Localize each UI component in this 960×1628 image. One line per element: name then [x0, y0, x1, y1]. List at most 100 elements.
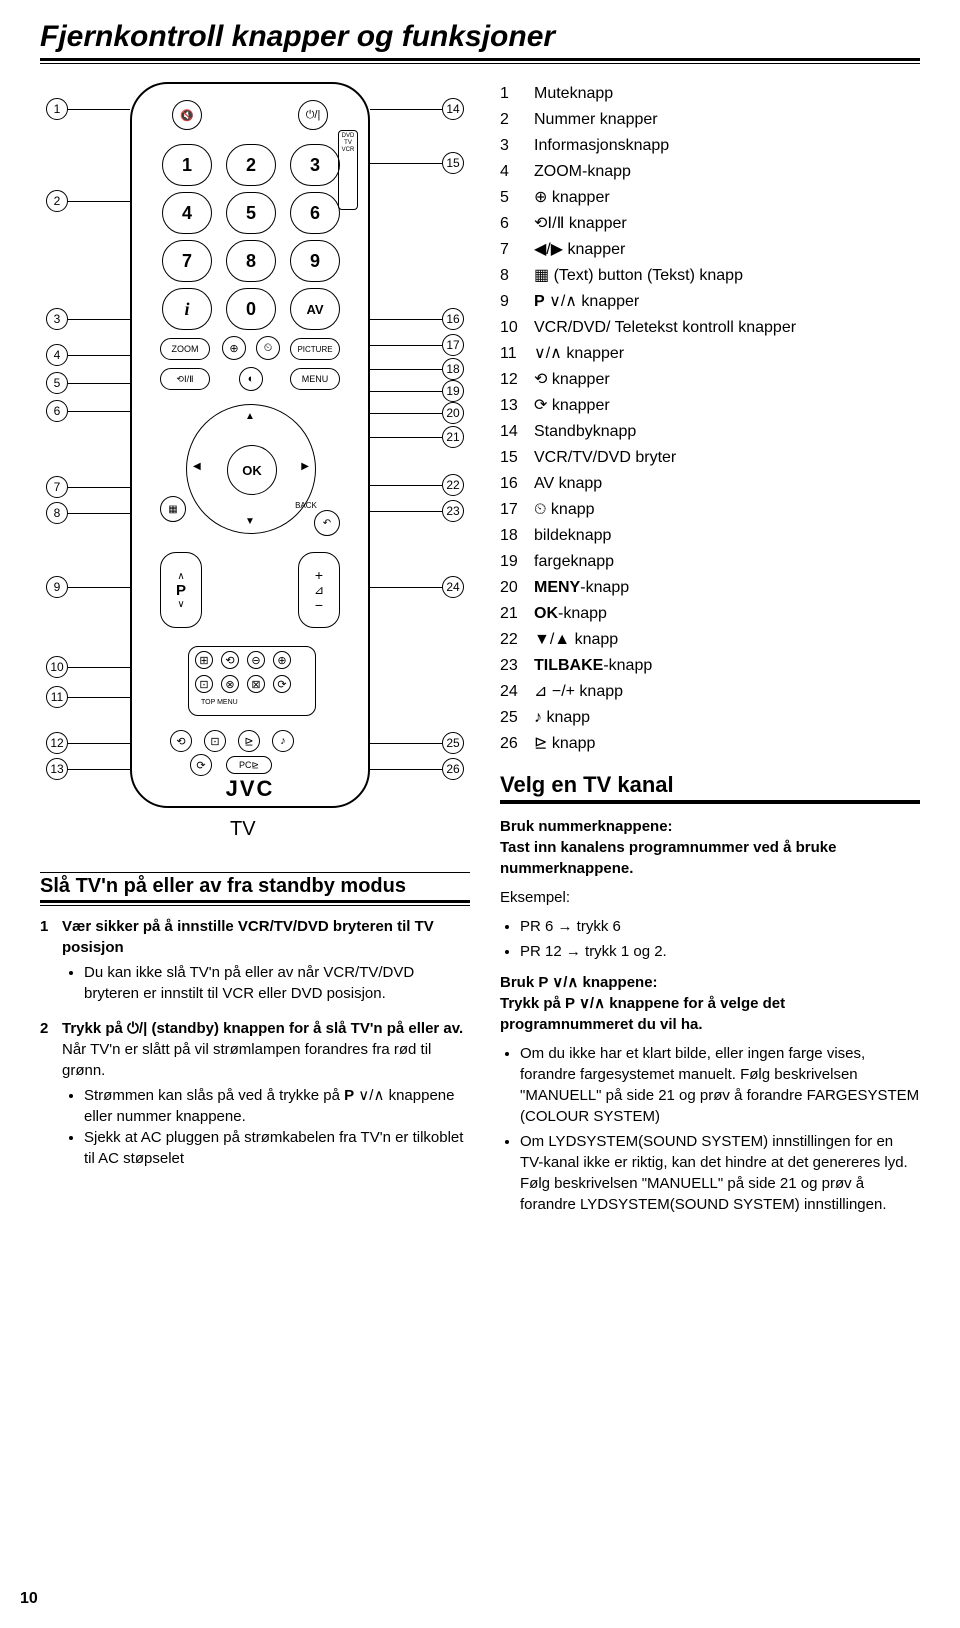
- callout-20: 20: [442, 402, 470, 424]
- step2-pre: Trykk på: [62, 1020, 127, 1037]
- bottom-btn-2: ⊡: [204, 730, 226, 752]
- source-slider: DVD TV VCR: [338, 130, 358, 210]
- mute-icon: 🔇: [172, 100, 202, 130]
- av-button: AV: [290, 288, 340, 330]
- p-label: P: [176, 582, 186, 599]
- left-arrow-icon: ◀: [193, 461, 201, 472]
- step2-body: Når TV'n er slått på vil strømlampen for…: [62, 1041, 431, 1079]
- step2-b2: Sjekk at AC pluggen på strømkabelen fra …: [84, 1127, 470, 1169]
- tt-btn-7: ⊠: [247, 675, 265, 693]
- callout-8: 8: [40, 502, 68, 524]
- number-pad: 1 2 3 4 5 6 7 8 9 i 0 AV: [162, 144, 340, 330]
- func-row-16: 16AV knapp: [500, 472, 920, 496]
- volume-rocker: + ⊿ −: [298, 552, 340, 628]
- eksempel-label: Eksempel:: [500, 887, 920, 908]
- callout-22: 22: [442, 474, 470, 496]
- tt-btn-3: ⊖: [247, 651, 265, 669]
- dpad: ▲ ▼ ◀ ▶ OK: [186, 404, 316, 534]
- callout-17: 17: [442, 334, 470, 356]
- callout-3: 3: [40, 308, 68, 330]
- slider-dvd: DVD: [342, 133, 355, 139]
- func-row-11: 11∨/∧ knapper: [500, 342, 920, 366]
- func-row-19: 19fargeknapp: [500, 550, 920, 574]
- callout-26: 26: [442, 758, 470, 780]
- p2-bold: P: [565, 995, 575, 1012]
- tt-btn-6: ⊗: [221, 675, 239, 693]
- callout-11: 11: [40, 686, 68, 708]
- func-row-13: 13⟳ knapper: [500, 394, 920, 418]
- func-row-20: 20MENY-knapp: [500, 576, 920, 600]
- tv-label: TV: [230, 818, 256, 841]
- bottom-btn-5: ⟳: [190, 754, 212, 776]
- func-row-7: 7◀/▶ knapper: [500, 238, 920, 262]
- num-6: 6: [290, 192, 340, 234]
- callout-21: 21: [442, 426, 470, 448]
- menu-button: MENU: [290, 368, 340, 390]
- callout-18: 18: [442, 358, 470, 380]
- func-row-1: 1Muteknapp: [500, 82, 920, 106]
- down-arrow-icon: ▼: [245, 516, 255, 527]
- func-row-18: 18bildeknapp: [500, 524, 920, 548]
- func-row-22: 22▼/▲ knapp: [500, 628, 920, 652]
- slider-tv: TV: [344, 140, 352, 146]
- callout-9: 9: [40, 576, 68, 598]
- callout-15: 15: [442, 152, 470, 174]
- standby-step-2: 2 Trykk på ⏻/| (standby) knappen for å s…: [40, 1018, 470, 1169]
- callout-7: 7: [40, 476, 68, 498]
- right-arrow-icon: ▶: [301, 461, 309, 472]
- eks2: PR 12 → trykk 1 og 2.: [520, 941, 920, 962]
- func-row-23: 23TILBAKE-knapp: [500, 654, 920, 678]
- bottom-btn-4: ♪: [272, 730, 294, 752]
- page-number: 10: [20, 1590, 38, 1608]
- num-heading: Bruk nummerknappene:Tast inn kanalens pr…: [500, 818, 837, 877]
- callout-5: 5: [40, 372, 68, 394]
- tt-btn-4: ⊕: [273, 651, 291, 669]
- num-8: 8: [226, 240, 276, 282]
- num-9: 9: [290, 240, 340, 282]
- step1-bold: Vær sikker på å innstille VCR/TV/DVD bry…: [62, 918, 434, 956]
- picture-button: PICTURE: [290, 338, 340, 360]
- functions-list: 1Muteknapp2Nummer knapper3Informasjonskn…: [500, 82, 920, 756]
- callout-25: 25: [442, 732, 470, 754]
- bottom-btn-1: ⟲: [170, 730, 192, 752]
- func-row-14: 14Standbyknapp: [500, 420, 920, 444]
- eks1: PR 6 → trykk 6: [520, 916, 920, 937]
- text-icon: ▦: [160, 496, 186, 522]
- num-1: 1: [162, 144, 212, 186]
- callout-19: 19: [442, 380, 470, 402]
- num-5: 5: [226, 192, 276, 234]
- callout-23: 23: [442, 500, 470, 522]
- program-rocker: ∧ P ∨: [160, 552, 202, 628]
- pc-button: PC⊵: [226, 756, 272, 774]
- tt-btn-1: ⊞: [195, 651, 213, 669]
- page-title: Fjernkontroll knapper og funksjoner: [40, 20, 920, 54]
- func-row-25: 25♪ knapp: [500, 706, 920, 730]
- zoom-button: ZOOM: [160, 338, 210, 360]
- remote-diagram: 12345678910111213 1415161718192021222324…: [40, 82, 470, 852]
- callout-1: 1: [40, 98, 68, 120]
- func-row-3: 3Informasjonsknapp: [500, 134, 920, 158]
- callout-2: 2: [40, 190, 68, 212]
- back-icon: ↶: [314, 510, 340, 536]
- info-button: i: [162, 288, 212, 330]
- up-arrow-icon: ▲: [245, 411, 255, 422]
- velg-heading: Velg en TV kanal: [500, 772, 920, 803]
- teletext-cluster: ⊞ ⟲ ⊖ ⊕ ⊡ ⊗ ⊠ ⟳ TOP MENU: [188, 646, 316, 716]
- standby-heading: Slå TV'n på eller av fra standby modus: [40, 872, 470, 903]
- callout-10: 10: [40, 656, 68, 678]
- standby-icon-inline: ⏻/|: [127, 1020, 147, 1037]
- callout-24: 24: [442, 576, 470, 598]
- num-3: 3: [290, 144, 340, 186]
- audio-mode-button: ⟲Ⅰ/Ⅱ: [160, 368, 210, 390]
- func-row-6: 6⟲Ⅰ/Ⅱ knapper: [500, 212, 920, 236]
- func-row-12: 12⟲ knapper: [500, 368, 920, 392]
- step2-b1: Strømmen kan slås på ved å trykke på P ∨…: [84, 1085, 470, 1127]
- func-row-2: 2Nummer knapper: [500, 108, 920, 132]
- standby-step-1: 1 Vær sikker på å innstille VCR/TV/DVD b…: [40, 916, 470, 1004]
- step1-bullet: Du kan ikke slå TV'n på eller av når VCR…: [84, 962, 470, 1004]
- func-row-5: 5⊕ knapper: [500, 186, 920, 210]
- standby-icon: ⏻/|: [298, 100, 328, 130]
- bottom-btn-3: ⊵: [238, 730, 260, 752]
- remote-outline: 🔇 ⏻/| DVD TV VCR 1 2 3 4 5 6: [130, 82, 370, 808]
- callout-4: 4: [40, 344, 68, 366]
